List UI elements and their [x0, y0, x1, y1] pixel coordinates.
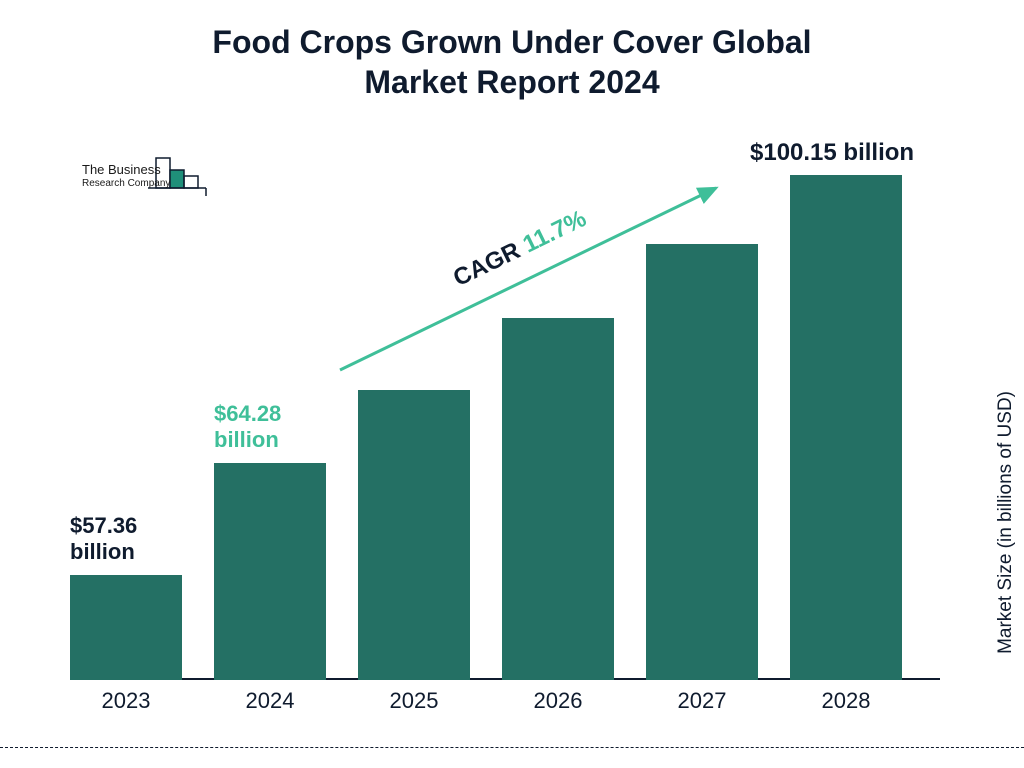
bar-chart — [70, 150, 940, 680]
bottom-border — [0, 747, 1024, 748]
bar-2026 — [502, 318, 614, 680]
x-label-2025: 2025 — [358, 688, 470, 714]
bar-2024 — [214, 463, 326, 680]
value-label-2023: $57.36billion — [70, 513, 137, 566]
bar-2025 — [358, 390, 470, 680]
bar-2023 — [70, 575, 182, 680]
x-label-2028: 2028 — [790, 688, 902, 714]
title-line1: Food Crops Grown Under Cover Global — [0, 22, 1024, 62]
title-line2: Market Report 2024 — [0, 62, 1024, 102]
chart-title: Food Crops Grown Under Cover Global Mark… — [0, 22, 1024, 102]
y-axis-label: Market Size (in billions of USD) — [995, 391, 1017, 654]
x-label-2026: 2026 — [502, 688, 614, 714]
x-label-2024: 2024 — [214, 688, 326, 714]
value-label-2028: $100.15 billion — [750, 139, 914, 168]
bar-2028 — [790, 175, 902, 680]
bar-2027 — [646, 244, 758, 680]
x-label-2027: 2027 — [646, 688, 758, 714]
x-label-2023: 2023 — [70, 688, 182, 714]
value-label-2024: $64.28billion — [214, 401, 281, 454]
